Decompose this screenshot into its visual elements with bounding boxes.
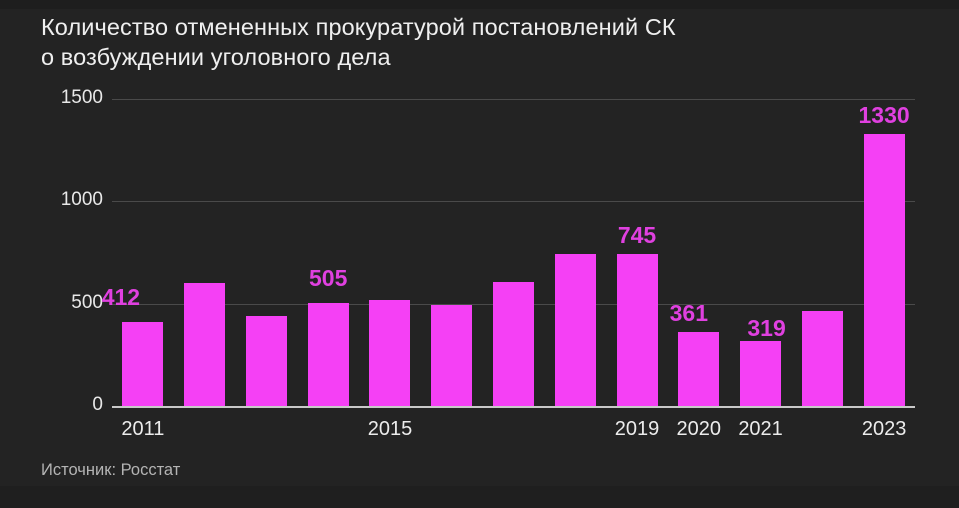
bar-2022[interactable] — [801, 310, 843, 406]
y-axis-tick-label: 0 — [92, 394, 103, 415]
bar-2018[interactable] — [554, 253, 596, 406]
bar-2015[interactable] — [369, 299, 411, 406]
bottom-edge-band — [0, 486, 959, 508]
bar-2013[interactable] — [245, 315, 287, 406]
x-axis-tick-label-2023: 2023 — [861, 418, 907, 440]
x-axis-tick-label-2020: 2020 — [676, 418, 722, 440]
bar-value-label-2011: 412 — [101, 283, 141, 310]
bar-2019[interactable] — [616, 253, 658, 406]
bar-value-label-2015: 505 — [309, 264, 348, 291]
gridline-1500 — [112, 99, 915, 100]
y-axis-tick-label: 500 — [71, 291, 103, 313]
bar-2011[interactable] — [122, 321, 164, 406]
bar-value-label-2019: 745 — [617, 221, 657, 248]
x-axis-tick-label-2015: 2015 — [367, 418, 413, 440]
y-axis-tick-label: 1500 — [60, 87, 103, 108]
bar-2023[interactable] — [863, 133, 905, 406]
gridline-1000 — [112, 201, 915, 203]
x-axis-tick-label-2021: 2021 — [738, 418, 783, 440]
x-axis-tick-label-2019: 2019 — [614, 418, 660, 440]
bar-2020[interactable] — [678, 332, 720, 406]
bar-value-label-2020: 361 — [669, 300, 708, 327]
bar-2012[interactable] — [184, 283, 226, 406]
source-caption: Источник: Росстат — [41, 461, 181, 479]
y-axis-tick-label: 1000 — [60, 189, 103, 211]
bar-value-label-2023: 1330 — [858, 101, 910, 128]
top-edge-band — [0, 0, 959, 9]
bar-2021[interactable] — [740, 340, 782, 406]
bar-2014[interactable] — [307, 302, 349, 406]
x-axis-tick-label-2011: 2011 — [121, 418, 165, 440]
bar-2016[interactable] — [431, 304, 473, 406]
bar-2017[interactable] — [493, 282, 534, 406]
x-axis-line — [112, 406, 915, 408]
bar-value-label-2021: 319 — [747, 314, 786, 341]
page-title: Количество отмененных прокуратурой поста… — [41, 14, 676, 70]
